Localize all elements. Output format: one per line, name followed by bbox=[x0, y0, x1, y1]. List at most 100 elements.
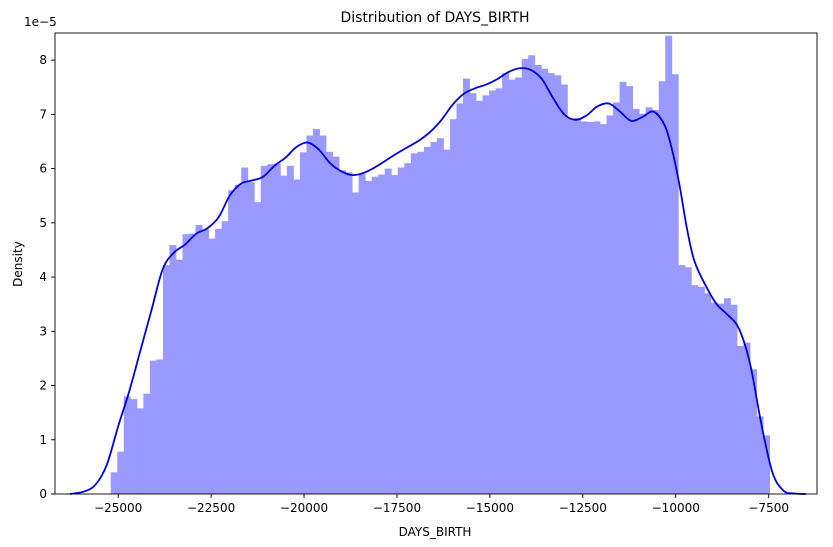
histogram-bar bbox=[371, 176, 379, 494]
histogram-bar bbox=[508, 79, 516, 494]
x-tick-label: −7500 bbox=[748, 501, 789, 515]
histogram-bar bbox=[378, 174, 386, 495]
y-tick-label: 5 bbox=[39, 216, 47, 230]
histogram-bar bbox=[267, 164, 275, 494]
histogram-bar bbox=[652, 110, 660, 494]
histogram-bar bbox=[202, 229, 209, 494]
x-axis-label: DAYS_BIRTH bbox=[399, 525, 472, 539]
histogram-bar bbox=[613, 102, 620, 495]
x-tick-label: −22500 bbox=[187, 501, 235, 515]
histogram-bar bbox=[619, 81, 627, 494]
histogram-bar bbox=[339, 170, 346, 494]
histogram-bar bbox=[195, 224, 203, 495]
histogram-bar bbox=[156, 359, 164, 494]
histogram-bar bbox=[326, 151, 333, 494]
x-tick-label: −12500 bbox=[559, 501, 607, 515]
histogram-bar bbox=[182, 234, 190, 494]
histogram-bar bbox=[482, 95, 490, 495]
histogram-bar bbox=[417, 151, 425, 494]
histogram-bar bbox=[352, 192, 360, 494]
histogram-bar bbox=[312, 129, 320, 494]
histogram-bar bbox=[580, 121, 588, 495]
histogram-bar bbox=[743, 342, 751, 494]
histogram-bar bbox=[189, 233, 196, 495]
histogram-bar bbox=[658, 81, 666, 495]
chart-title: Distribution of DAYS_BIRTH bbox=[340, 10, 529, 26]
histogram-bar bbox=[671, 74, 679, 494]
histogram-bar bbox=[730, 304, 738, 494]
histogram-bar bbox=[515, 77, 523, 494]
y-tick-label: 2 bbox=[39, 379, 47, 393]
y-tick-label: 7 bbox=[39, 107, 47, 121]
y-axis-label: Density bbox=[11, 241, 25, 287]
histogram-bar bbox=[254, 202, 262, 494]
histogram-bar bbox=[280, 175, 288, 494]
histogram-bar bbox=[750, 369, 757, 494]
histogram-bar bbox=[286, 165, 294, 494]
histogram-bar bbox=[208, 238, 216, 494]
y-offset-text: 1e−5 bbox=[24, 15, 57, 29]
plot-frame bbox=[54, 32, 818, 495]
histogram-bar bbox=[143, 393, 151, 494]
histogram-bar bbox=[697, 286, 705, 494]
histogram-bar bbox=[541, 68, 549, 495]
histogram-bar bbox=[463, 78, 470, 494]
histogram-bar bbox=[306, 135, 314, 494]
kde-curve bbox=[69, 67, 806, 495]
histogram-bar bbox=[626, 86, 634, 495]
histogram-bar bbox=[606, 115, 614, 494]
histogram-bar bbox=[384, 168, 392, 494]
histogram-bar bbox=[293, 179, 301, 494]
histogram-bar bbox=[319, 135, 327, 494]
histogram-bar bbox=[456, 103, 464, 494]
histogram-bar bbox=[723, 298, 731, 494]
histogram-bar bbox=[358, 174, 366, 494]
histogram-bar bbox=[593, 121, 601, 495]
histogram-bar bbox=[410, 153, 418, 494]
y-tick-label: 8 bbox=[39, 53, 47, 67]
y-tick-label: 0 bbox=[39, 487, 47, 501]
histogram-bar bbox=[404, 163, 412, 494]
histogram-bar bbox=[234, 184, 242, 495]
histogram-bar bbox=[476, 100, 483, 494]
histogram-bar bbox=[639, 113, 647, 494]
histogram-bar bbox=[547, 73, 555, 494]
histogram-bar bbox=[502, 73, 510, 494]
y-tick-label: 1 bbox=[39, 433, 47, 447]
histogram-bar bbox=[645, 107, 653, 495]
histogram-bar bbox=[273, 163, 281, 494]
histogram-bar bbox=[443, 149, 451, 495]
histogram-bar bbox=[260, 165, 268, 494]
histogram-bar bbox=[600, 124, 607, 495]
histogram-bar bbox=[567, 118, 575, 494]
histogram-bar bbox=[665, 35, 673, 495]
histogram-bar bbox=[691, 285, 699, 494]
histogram-bar bbox=[489, 90, 497, 495]
histogram-bar bbox=[130, 399, 138, 494]
histogram-bar bbox=[117, 451, 125, 494]
histogram-bar bbox=[528, 55, 536, 495]
histogram-bar bbox=[162, 265, 170, 494]
histogram-bar bbox=[521, 59, 529, 494]
histogram-bar bbox=[365, 181, 373, 494]
x-tick-label: −25000 bbox=[94, 501, 142, 515]
histogram-bar bbox=[573, 118, 581, 495]
histogram-bar bbox=[717, 303, 725, 494]
histogram-bar bbox=[632, 108, 640, 495]
histogram-bar bbox=[175, 259, 183, 494]
histogram-bar bbox=[469, 93, 477, 494]
histogram-bar bbox=[247, 182, 255, 494]
histogram-bar bbox=[430, 142, 438, 494]
x-tick-label: −10000 bbox=[652, 501, 700, 515]
histogram-bar bbox=[110, 472, 118, 494]
histogram-bar bbox=[684, 267, 692, 494]
histogram-bar bbox=[710, 302, 718, 494]
histogram-bar bbox=[436, 138, 444, 494]
x-tick-label: −20000 bbox=[280, 501, 328, 515]
y-tick-label: 6 bbox=[39, 162, 47, 176]
histogram-bar bbox=[554, 75, 562, 495]
histogram-bar bbox=[560, 84, 568, 495]
histogram-bar bbox=[345, 172, 353, 494]
histogram-bar bbox=[737, 345, 744, 494]
